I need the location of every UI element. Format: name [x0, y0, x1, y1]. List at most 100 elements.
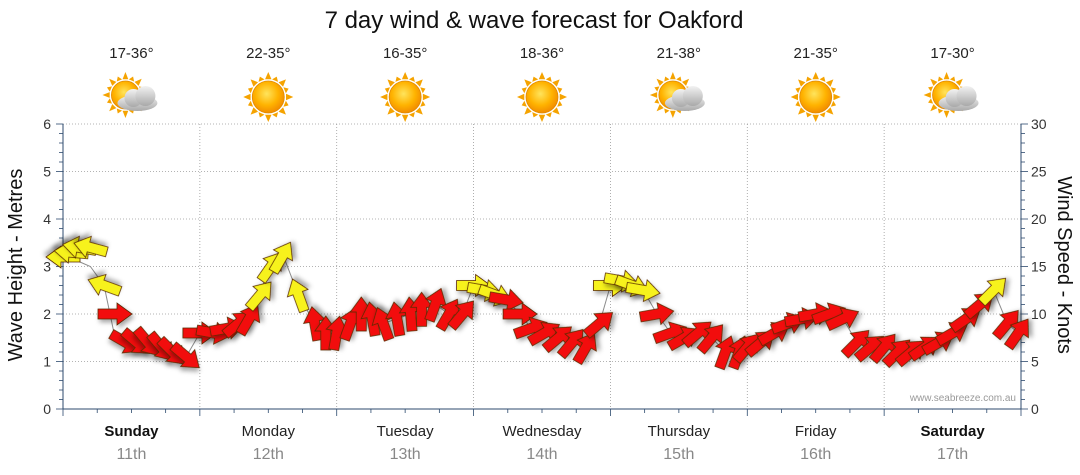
wind-arrow	[977, 277, 1007, 307]
sun-ray	[949, 76, 956, 82]
sun-ray	[283, 87, 289, 94]
sun-ray	[401, 114, 409, 122]
sun-ray	[545, 76, 552, 82]
sun-ray	[395, 76, 402, 82]
day-date-label: 12th	[253, 446, 284, 463]
sun-ray	[795, 87, 801, 94]
sun-ray	[395, 112, 402, 118]
sun-ray	[654, 98, 660, 104]
sun-ray	[552, 107, 560, 115]
sun-ray	[415, 79, 423, 87]
day-date-label: 17th	[937, 446, 968, 463]
sun-ray	[116, 76, 123, 82]
wind-arrow	[286, 278, 310, 314]
wind-arrow	[235, 303, 261, 337]
day-name-label: Saturday	[920, 423, 985, 440]
wind-arrows-series	[45, 235, 1029, 371]
day-name-label: Tuesday	[377, 423, 434, 440]
day-name-label: Sunday	[104, 423, 159, 440]
y-left-tick-label: 2	[43, 306, 51, 322]
y-left-tick-label: 0	[43, 401, 51, 417]
sun-ray	[384, 87, 391, 94]
sun-ray	[265, 72, 272, 80]
sun-ray	[669, 110, 676, 118]
sun-ray	[247, 100, 254, 107]
sun-ray	[559, 93, 567, 101]
sun-disc	[388, 80, 422, 114]
sun-ray	[272, 76, 279, 82]
sun-ray	[928, 86, 934, 92]
wind-arrow	[244, 281, 272, 312]
sun-ray	[116, 108, 123, 114]
wind-arrow	[424, 287, 447, 323]
sun-ray	[795, 100, 801, 107]
sun-ray	[109, 104, 117, 112]
sun-ray	[557, 100, 563, 107]
sun-ray	[805, 76, 812, 82]
sun-ray	[109, 78, 117, 86]
sun-ray	[265, 114, 272, 122]
day-name-label: Friday	[795, 423, 837, 440]
cloud-shape	[664, 86, 705, 111]
sun-ray	[545, 112, 552, 118]
plot-area	[63, 124, 1021, 409]
sun-ray	[798, 79, 806, 87]
wind-arrow	[97, 302, 133, 326]
temperature-range: 18-36°	[520, 45, 564, 62]
sun-ray	[420, 100, 426, 107]
y-right-tick-label: 0	[1031, 401, 1039, 417]
sun-ray	[250, 79, 259, 87]
sun-ray	[517, 93, 525, 101]
day-date-label: 15th	[663, 446, 694, 463]
day-labels: Sunday 11th Monday 12th Tuesday 13th Wednesday…	[104, 423, 985, 463]
wind-arrow	[572, 331, 597, 366]
sun-ray	[819, 112, 826, 118]
sun-ray	[106, 86, 112, 92]
y-right-tick-label: 10	[1031, 306, 1047, 322]
day-name-label: Wednesday	[503, 423, 582, 440]
sun-ray	[285, 93, 294, 101]
day-date-label: 13th	[390, 446, 421, 463]
sun-ray	[943, 72, 950, 80]
y-left-tick-label: 6	[43, 116, 51, 132]
wind-arrow	[325, 315, 349, 352]
day-date-label: 11th	[116, 446, 146, 463]
sun-disc	[525, 80, 559, 114]
wind-arrow	[169, 341, 200, 369]
y-right-tick-label: 5	[1031, 354, 1039, 370]
y-left-tick-label: 4	[43, 211, 51, 227]
sun-ray	[664, 76, 670, 82]
sun-ray	[833, 93, 841, 101]
sun-ray	[825, 79, 834, 87]
sun-ray	[812, 114, 819, 122]
sun-ray	[521, 100, 527, 107]
sun-ray	[134, 78, 142, 86]
wind-arrow	[488, 288, 524, 312]
watermark: www.seabreeze.com.au	[909, 393, 1016, 404]
sun-ray	[928, 98, 934, 104]
temperature-range: 17-30°	[930, 45, 974, 62]
sun-ray	[681, 78, 690, 86]
sun-ray	[557, 87, 563, 94]
sun-ray	[538, 114, 546, 122]
sun-ray	[258, 112, 265, 118]
sun-ray	[669, 72, 676, 80]
sun-ray	[122, 72, 129, 80]
sun-ray	[401, 72, 409, 80]
sun-ray	[524, 79, 532, 87]
sun-ray	[102, 92, 110, 98]
chart-title: 7 day wind & wave forecast for Oakford	[325, 7, 744, 34]
sun-ray	[937, 76, 944, 82]
sun-ray	[812, 72, 819, 80]
partly-cloudy-icon	[102, 72, 158, 118]
sun-ray	[955, 78, 963, 86]
sun-ray	[422, 93, 431, 101]
sun-ray	[664, 108, 670, 114]
wind-arrow	[991, 309, 1019, 341]
y-right-tick-label: 30	[1031, 116, 1047, 132]
sun-ray	[278, 79, 286, 87]
wind-arrow	[435, 298, 460, 332]
sun-ray	[387, 107, 395, 115]
sun-ray	[524, 107, 532, 115]
sun-ray	[654, 86, 660, 92]
